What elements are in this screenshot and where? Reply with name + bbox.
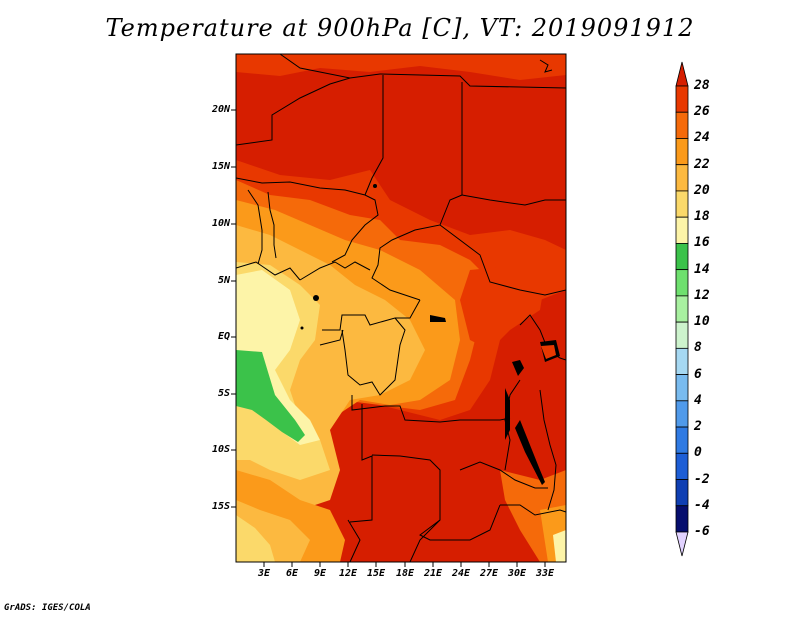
colorbar-segment [675, 347, 689, 375]
colorbar-segment [675, 295, 689, 323]
colorbar-segment [675, 321, 689, 349]
temperature-field [236, 54, 566, 562]
field-sw-pale [236, 515, 275, 562]
lake-victoria-fill [541, 345, 556, 359]
field-east-orange [460, 265, 545, 350]
map-frame [235, 53, 567, 563]
colorbar-segment [675, 138, 689, 166]
colorbar-label: 18 [694, 209, 710, 225]
colorbar-bottom-triangle [675, 531, 689, 557]
lon-label-18e: 18E [395, 568, 415, 579]
colorbar-label: 6 [694, 366, 702, 382]
colorbar-segment [675, 452, 689, 480]
colorbar-label: -2 [694, 471, 710, 487]
colorbar-segment [675, 374, 689, 402]
colorbar-segment [675, 400, 689, 428]
colorbar-label: 4 [694, 392, 702, 408]
colorbar-label: 12 [694, 287, 710, 303]
lat-label-10s: 10S [211, 444, 230, 455]
credit-text: GrADS: IGES/COLA [4, 603, 91, 613]
lon-label-21e: 21E [423, 568, 443, 579]
colorbar-label: 22 [694, 156, 710, 172]
colorbar-segment [675, 269, 689, 297]
lat-label-5s: 5S [217, 388, 230, 399]
colorbar-segment [675, 479, 689, 507]
lat-label-20n: 20N [211, 104, 230, 115]
colorbar-segment [675, 111, 689, 139]
lon-label-15e: 15E [366, 568, 386, 579]
field-north-band [236, 54, 566, 80]
lat-ticks [231, 109, 236, 508]
colorbar-segment [675, 505, 689, 533]
colorbar-segment [675, 216, 689, 244]
field-green [236, 350, 305, 442]
lon-label-30e: 30E [507, 568, 527, 579]
lon-label-6e: 6E [285, 568, 299, 579]
colorbar-label: 24 [694, 130, 710, 146]
field-se-pale [553, 530, 566, 562]
colorbar-segment [675, 426, 689, 454]
colorbar-label: 26 [694, 104, 710, 120]
colorbar-label: 10 [694, 314, 710, 330]
lat-label-eq: EQ [217, 331, 230, 342]
colorbar-label: -6 [694, 524, 710, 539]
lon-label-33e: 33E [535, 568, 555, 579]
colorbar-segment [675, 85, 689, 113]
map-title: Temperature at 900hPa [C], VT: 201909191… [105, 14, 695, 42]
colorbar-segment [675, 243, 689, 271]
colorbar-label: 14 [694, 261, 710, 277]
colorbar-label: 8 [694, 340, 702, 356]
colorbar-label: -4 [694, 497, 710, 513]
lon-label-24e: 24E [451, 568, 471, 579]
lon-label-27e: 27E [479, 568, 499, 579]
colorbar-label: 16 [694, 235, 710, 251]
lon-label-12e: 12E [338, 568, 358, 579]
colorbar-label: 28 [694, 78, 710, 93]
lat-label-10n: 10N [211, 218, 230, 229]
colorbar-label: 0 [694, 445, 702, 461]
colorbar-top-triangle [675, 61, 689, 87]
colorbar-segment [675, 164, 689, 192]
lat-label-15s: 15S [211, 501, 230, 512]
lon-label-3e: 3E [257, 568, 271, 579]
lon-ticks [263, 562, 546, 567]
colorbar-segment [675, 190, 689, 218]
colorbar-label: 2 [694, 419, 702, 435]
lon-label-9e: 9E [313, 568, 327, 579]
lakes [300, 184, 560, 485]
lat-label-5n: 5N [217, 275, 230, 286]
lat-label-15n: 15N [211, 161, 230, 172]
colorbar-label: 20 [694, 182, 710, 198]
